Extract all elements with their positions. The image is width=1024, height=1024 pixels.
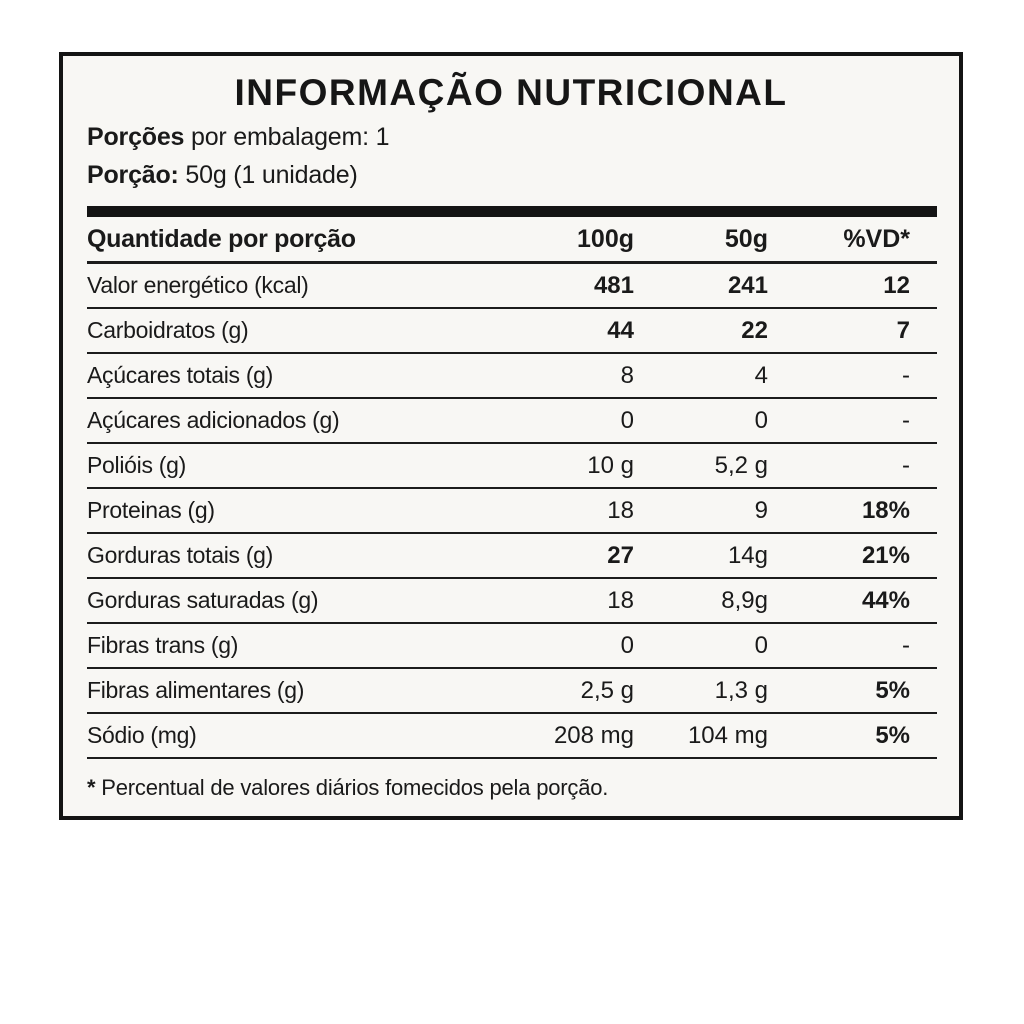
row-value-50g: 9 <box>754 496 768 524</box>
row-value-50g: 8,9g <box>721 586 768 614</box>
row-value-vd: 12 <box>883 271 910 299</box>
row-value-50g: 1,3 g <box>714 676 768 704</box>
portion-value: 50g (1 unidade) <box>178 161 358 189</box>
row-value-vd: 21% <box>861 541 910 569</box>
row-value-100g: 2,5 g <box>580 676 634 704</box>
row-value-100g: 481 <box>593 271 634 299</box>
row-label: Fibras trans (g) <box>87 632 239 658</box>
row-value-50g: 0 <box>754 631 768 659</box>
row-value-vd: - <box>902 631 910 659</box>
row-value-vd: 44% <box>861 586 910 614</box>
row-label: Valor energético (kcal) <box>87 272 309 298</box>
row-value-100g: 18 <box>607 586 634 614</box>
table-row-proteins: Proteinas (g) 18 9 18% <box>87 489 937 534</box>
servings-label: Porções <box>87 123 185 151</box>
table-row-sodium: Sódio (mg) 208 mg 104 mg 5% <box>87 714 937 759</box>
table-row-added-sugars: Açúcares adicionados (g) 0 0 - <box>87 399 937 444</box>
table-row-total-sugars: Açúcares totais (g) 8 4 - <box>87 354 937 399</box>
header-quantity-per-portion: Quantidade por porção <box>87 224 356 253</box>
row-value-50g: 104 mg <box>687 721 768 749</box>
row-value-vd: - <box>902 451 910 479</box>
row-value-100g: 10 g <box>587 451 634 479</box>
row-label: Sódio (mg) <box>87 722 197 748</box>
row-label: Gorduras totais (g) <box>87 542 274 568</box>
row-value-100g: 8 <box>620 361 634 389</box>
table-header-row: Quantidade por porção 100g 50g %VD* <box>87 217 937 264</box>
row-value-100g: 18 <box>607 496 634 524</box>
row-label: Açúcares adicionados (g) <box>87 407 340 433</box>
row-value-50g: 0 <box>754 406 768 434</box>
daily-values-footnote: * Percentual de valores diários fomecido… <box>87 775 937 801</box>
row-value-vd: 18% <box>861 496 910 524</box>
table-top-bar <box>87 206 937 217</box>
page-title: INFORMAÇÃO NUTRICIONAL <box>234 72 788 113</box>
table-row-dietary-fibers: Fibras alimentares (g) 2,5 g 1,3 g 5% <box>87 669 937 714</box>
table-row-trans-fibers: Fibras trans (g) 0 0 - <box>87 624 937 669</box>
row-value-100g: 0 <box>620 406 634 434</box>
row-label: Polióis (g) <box>87 452 186 478</box>
row-value-100g: 0 <box>620 631 634 659</box>
row-value-50g: 4 <box>754 361 768 389</box>
row-label: Açúcares totais (g) <box>87 362 274 388</box>
row-value-vd: - <box>902 406 910 434</box>
row-label: Carboidratos (g) <box>87 317 249 343</box>
portion-size-line: Porção: 50g (1 unidade) <box>87 161 959 190</box>
footnote-asterisk: * <box>87 775 96 800</box>
nutrition-table: Quantidade por porção 100g 50g %VD* Valo… <box>87 206 937 759</box>
row-value-50g: 22 <box>741 316 768 344</box>
row-value-100g: 208 mg <box>553 721 634 749</box>
row-value-vd: - <box>902 361 910 389</box>
row-value-vd: 5% <box>875 721 910 749</box>
row-value-vd: 5% <box>875 676 910 704</box>
servings-per-package-line: Porções por embalagem: 1 <box>87 123 959 152</box>
header-50g: 50g <box>724 224 768 253</box>
table-row-carbs: Carboidratos (g) 44 22 7 <box>87 309 937 354</box>
table-row-saturated-fats: Gorduras saturadas (g) 18 8,9g 44% <box>87 579 937 624</box>
header-100g: 100g <box>577 224 634 253</box>
row-label: Fibras alimentares (g) <box>87 677 305 703</box>
row-label: Gorduras saturadas (g) <box>87 587 319 613</box>
table-row-total-fats: Gorduras totais (g) 27 14g 21% <box>87 534 937 579</box>
row-label: Proteinas (g) <box>87 497 215 523</box>
row-value-50g: 5,2 g <box>714 451 768 479</box>
row-value-100g: 44 <box>607 316 634 344</box>
portion-label: Porção: <box>87 161 179 189</box>
table-row-polyols: Polióis (g) 10 g 5,2 g - <box>87 444 937 489</box>
row-value-100g: 27 <box>607 541 634 569</box>
nutrition-label-panel: INFORMAÇÃO NUTRICIONAL Porções por embal… <box>59 52 963 820</box>
header-vd-percent: %VD* <box>843 224 910 253</box>
footnote-text: Percentual de valores diários fomecidos … <box>95 775 609 800</box>
row-value-vd: 7 <box>896 316 910 344</box>
row-value-50g: 241 <box>727 271 768 299</box>
row-value-50g: 14g <box>727 541 768 569</box>
servings-value: por embalagem: 1 <box>184 123 390 151</box>
table-row-energy: Valor energético (kcal) 481 241 12 <box>87 264 937 309</box>
